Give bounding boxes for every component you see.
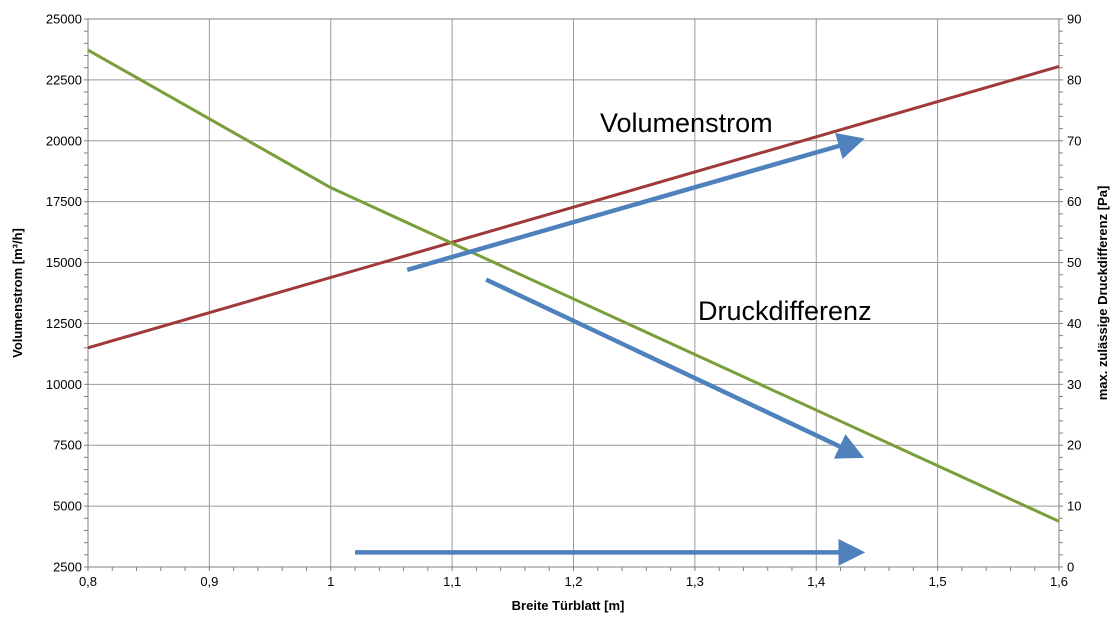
- y-right-tick-label: 50: [1067, 255, 1081, 270]
- y-right-tick-label: 40: [1067, 316, 1081, 331]
- y-left-tick-label: 17500: [46, 194, 82, 209]
- x-tick-labels: 0,8 0,9 1 1,1 1,2 1,3 1,4 1,5 1,6: [79, 574, 1068, 589]
- x-tick-label: 0,9: [200, 574, 218, 589]
- x-tick-label: 0,8: [79, 574, 97, 589]
- y-left-tick-labels: 2500 5000 7500 10000 12500 15000 17500 20000 225…: [46, 12, 82, 575]
- y-left-tick-label: 12500: [46, 316, 82, 331]
- x-tick-label: 1: [327, 574, 334, 589]
- y-right-tick-label: 0: [1067, 560, 1074, 575]
- annotation-arrows: [355, 132, 866, 566]
- plot-border: [87, 18, 1060, 568]
- series-line-volumenstrom: [87, 65, 1060, 350]
- y-left-tick-label: 7500: [53, 438, 82, 453]
- y-left-tick-label: 22500: [46, 72, 82, 87]
- y-left-tick-label: 5000: [53, 499, 82, 514]
- x-tick-label: 1,5: [929, 574, 947, 589]
- y-left-tick-label: 15000: [46, 255, 82, 270]
- x-tick-label: 1,1: [443, 574, 461, 589]
- y-right-tick-label: 20: [1067, 438, 1081, 453]
- y-right-tick-label: 70: [1067, 133, 1081, 148]
- series-line-druckdifferenz: [87, 48, 1060, 523]
- x-tick-label: 1,4: [807, 574, 825, 589]
- series-lines: [87, 48, 1060, 523]
- y-left-axis-title: Volumenstrom [m³/h]: [10, 228, 25, 358]
- y-right-tick-label: 60: [1067, 194, 1081, 209]
- y-left-tick-label: 2500: [53, 560, 82, 575]
- y-right-tick-label: 80: [1067, 72, 1081, 87]
- y-right-tick-label: 30: [1067, 377, 1081, 392]
- y-left-tick-label: 25000: [46, 12, 82, 27]
- y-right-tick-labels: 0 10 20 30 40 50 60 70 80 90: [1067, 12, 1081, 575]
- y-left-tick-label: 10000: [46, 377, 82, 392]
- x-tick-label: 1,6: [1050, 574, 1068, 589]
- y-right-axis-title: max. zulässige Druckdifferenz [Pa]: [1095, 186, 1110, 401]
- annotation-druckdifferenz: Druckdifferenz: [698, 296, 872, 326]
- x-tick-label: 1,3: [686, 574, 704, 589]
- x-axis-title: Breite Türblatt [m]: [512, 598, 625, 613]
- y-left-tick-label: 20000: [46, 133, 82, 148]
- annotation-volumenstrom: Volumenstrom: [600, 108, 773, 138]
- blue-arrow-2: [485, 277, 865, 459]
- y-right-tick-label: 90: [1067, 12, 1081, 27]
- grid: [84, 18, 1063, 571]
- y-right-tick-label: 10: [1067, 499, 1081, 514]
- blue-arrow-1: [406, 132, 865, 273]
- x-tick-label: 1,2: [564, 574, 582, 589]
